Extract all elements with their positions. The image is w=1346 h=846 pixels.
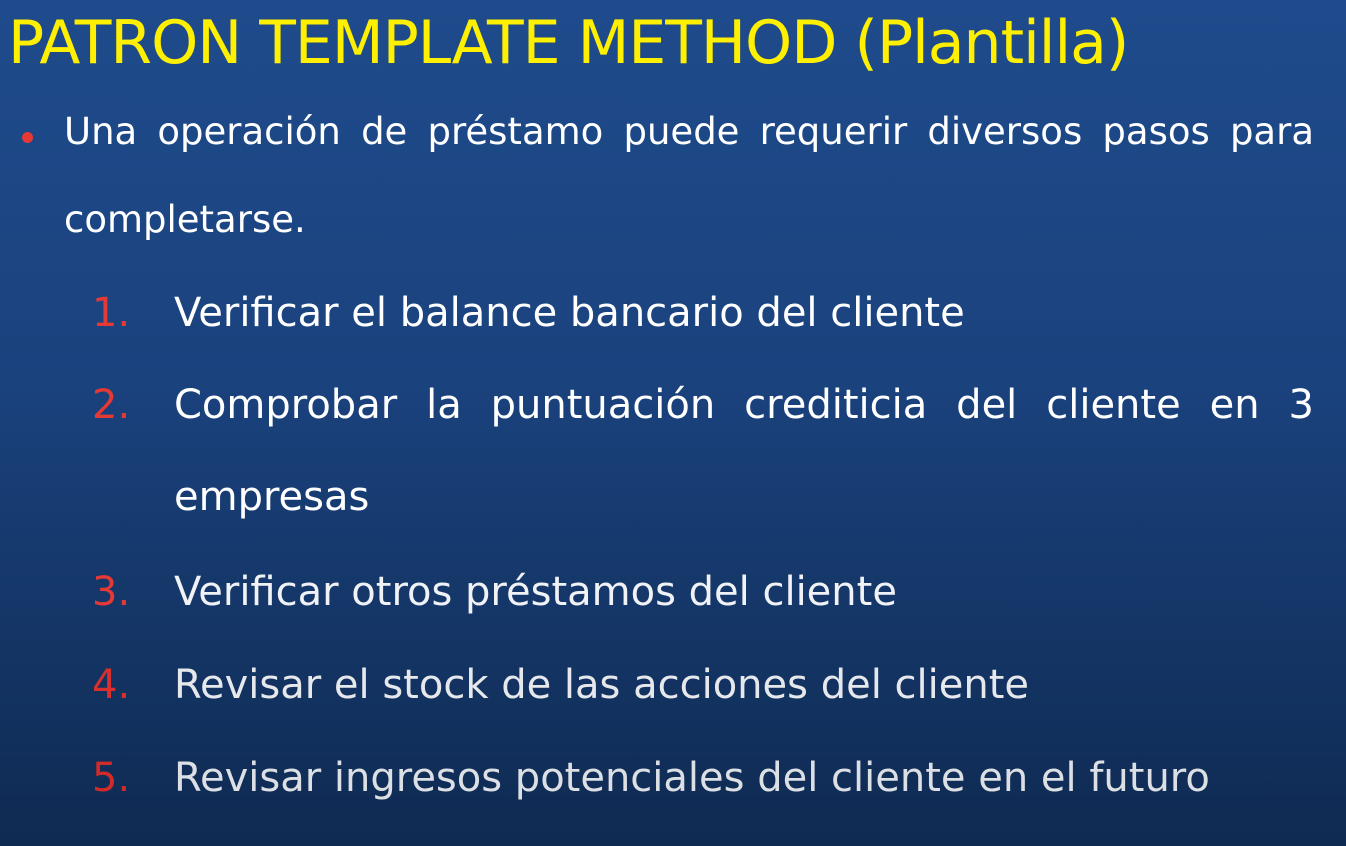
- bullet-text: Una operación de préstamo puede requerir…: [64, 110, 1314, 241]
- step-text: Verificar otros préstamos del cliente: [174, 569, 897, 615]
- step-number: 4.: [92, 662, 131, 708]
- step-text: Revisar ingresos potenciales del cliente…: [174, 755, 1210, 801]
- step-number: 2.: [92, 382, 131, 428]
- bullet-dot-icon: [22, 132, 33, 143]
- slide-title: PATRON TEMPLATE METHOD (Plantilla): [8, 8, 1129, 78]
- step-text: Verificar el balance bancario del client…: [174, 290, 965, 336]
- step-number: 1.: [92, 290, 131, 336]
- step-text: Comprobar la puntuación crediticia del c…: [174, 382, 1314, 520]
- step-text: Revisar el stock de las acciones del cli…: [174, 662, 1029, 708]
- step-number: 5.: [92, 755, 131, 801]
- step-number: 3.: [92, 569, 131, 615]
